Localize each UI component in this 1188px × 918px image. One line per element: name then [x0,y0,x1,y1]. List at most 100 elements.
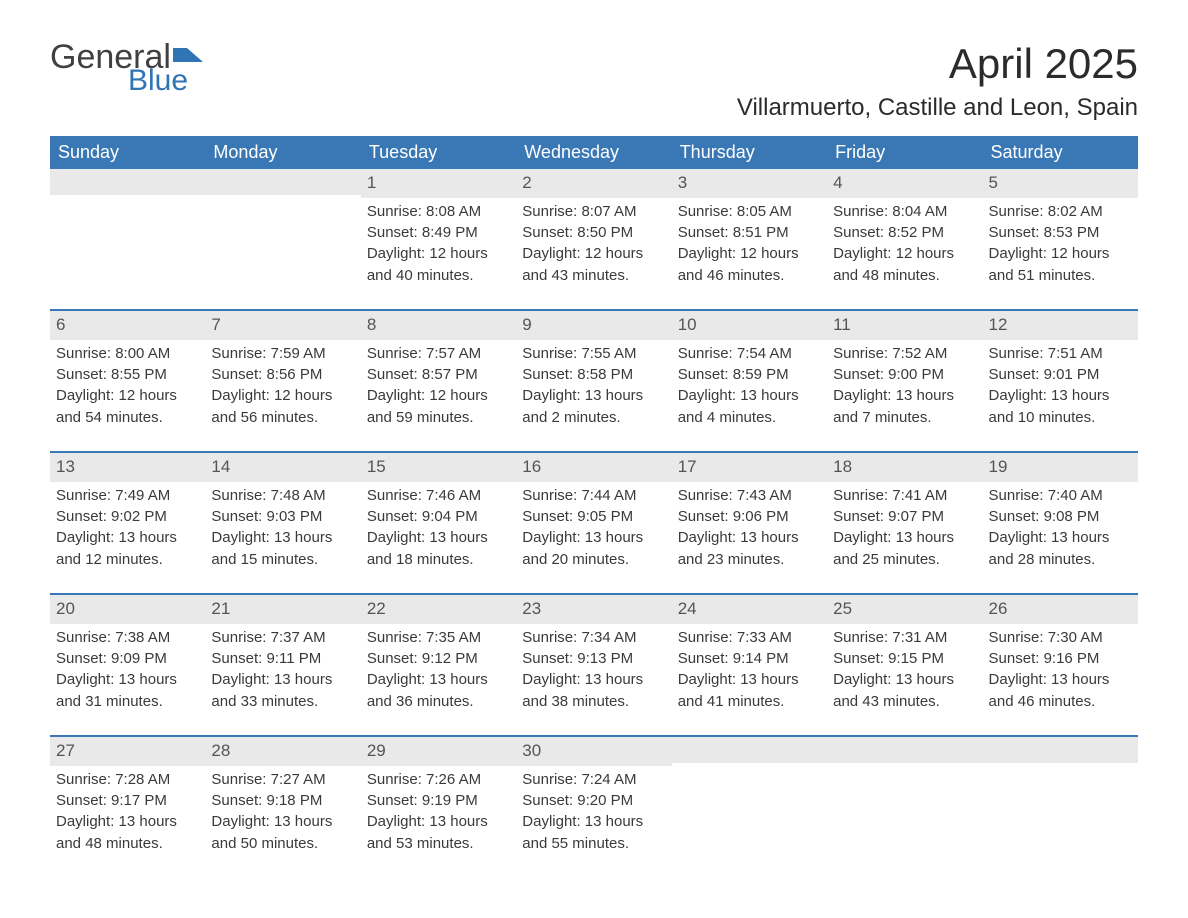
calendar-day: 30Sunrise: 7:24 AMSunset: 9:20 PMDayligh… [516,737,671,867]
day-number: 15 [361,453,516,482]
day-number [205,169,360,195]
calendar-day: 3Sunrise: 8:05 AMSunset: 8:51 PMDaylight… [672,169,827,299]
calendar-day: 25Sunrise: 7:31 AMSunset: 9:15 PMDayligh… [827,595,982,725]
daylight-text: and 31 minutes. [56,692,199,712]
daylight-text: and 18 minutes. [367,550,510,570]
day-number [827,737,982,763]
weekday-header: Friday [827,136,982,169]
calendar-day: 26Sunrise: 7:30 AMSunset: 9:16 PMDayligh… [983,595,1138,725]
daylight-text: and 46 minutes. [678,266,821,286]
day-number: 2 [516,169,671,198]
day-number: 20 [50,595,205,624]
sunrise-text: Sunrise: 7:26 AM [367,770,510,790]
sunrise-text: Sunrise: 7:54 AM [678,344,821,364]
calendar-day: 8Sunrise: 7:57 AMSunset: 8:57 PMDaylight… [361,311,516,441]
daylight-text: Daylight: 12 hours [56,386,199,406]
sunset-text: Sunset: 8:52 PM [833,223,976,243]
day-number [672,737,827,763]
daylight-text: Daylight: 13 hours [833,386,976,406]
weekday-header: Sunday [50,136,205,169]
sunset-text: Sunset: 9:14 PM [678,649,821,669]
sunrise-text: Sunrise: 8:05 AM [678,202,821,222]
sunrise-text: Sunrise: 7:41 AM [833,486,976,506]
sunrise-text: Sunrise: 7:59 AM [211,344,354,364]
daylight-text: and 4 minutes. [678,408,821,428]
daylight-text: and 55 minutes. [522,834,665,854]
day-details: Sunrise: 7:31 AMSunset: 9:15 PMDaylight:… [827,624,982,725]
day-number: 28 [205,737,360,766]
calendar-day: 15Sunrise: 7:46 AMSunset: 9:04 PMDayligh… [361,453,516,583]
sunset-text: Sunset: 9:13 PM [522,649,665,669]
logo-text-blue: Blue [128,66,203,96]
sunset-text: Sunset: 9:04 PM [367,507,510,527]
day-number: 17 [672,453,827,482]
sunrise-text: Sunrise: 7:52 AM [833,344,976,364]
sunset-text: Sunset: 8:56 PM [211,365,354,385]
sunrise-text: Sunrise: 7:43 AM [678,486,821,506]
daylight-text: and 56 minutes. [211,408,354,428]
weekday-header: Saturday [983,136,1138,169]
weekday-header: Tuesday [361,136,516,169]
daylight-text: Daylight: 13 hours [367,670,510,690]
day-number: 4 [827,169,982,198]
day-details: Sunrise: 7:44 AMSunset: 9:05 PMDaylight:… [516,482,671,583]
sunset-text: Sunset: 9:19 PM [367,791,510,811]
calendar-day: 24Sunrise: 7:33 AMSunset: 9:14 PMDayligh… [672,595,827,725]
day-number [983,737,1138,763]
sunrise-text: Sunrise: 7:27 AM [211,770,354,790]
sunrise-text: Sunrise: 7:48 AM [211,486,354,506]
calendar-day: 1Sunrise: 8:08 AMSunset: 8:49 PMDaylight… [361,169,516,299]
sunset-text: Sunset: 8:50 PM [522,223,665,243]
calendar-day: 16Sunrise: 7:44 AMSunset: 9:05 PMDayligh… [516,453,671,583]
daylight-text: Daylight: 12 hours [211,386,354,406]
calendar-day: 4Sunrise: 8:04 AMSunset: 8:52 PMDaylight… [827,169,982,299]
day-number: 1 [361,169,516,198]
day-details: Sunrise: 7:59 AMSunset: 8:56 PMDaylight:… [205,340,360,441]
day-details: Sunrise: 7:24 AMSunset: 9:20 PMDaylight:… [516,766,671,867]
daylight-text: Daylight: 13 hours [211,528,354,548]
daylight-text: and 38 minutes. [522,692,665,712]
daylight-text: and 46 minutes. [989,692,1132,712]
calendar-day: 13Sunrise: 7:49 AMSunset: 9:02 PMDayligh… [50,453,205,583]
day-number: 8 [361,311,516,340]
sunset-text: Sunset: 8:55 PM [56,365,199,385]
calendar-week: 27Sunrise: 7:28 AMSunset: 9:17 PMDayligh… [50,735,1138,867]
sunrise-text: Sunrise: 7:28 AM [56,770,199,790]
day-details: Sunrise: 7:34 AMSunset: 9:13 PMDaylight:… [516,624,671,725]
day-number: 3 [672,169,827,198]
calendar-day [827,737,982,867]
daylight-text: and 59 minutes. [367,408,510,428]
calendar-week: 1Sunrise: 8:08 AMSunset: 8:49 PMDaylight… [50,169,1138,299]
daylight-text: Daylight: 13 hours [833,528,976,548]
daylight-text: Daylight: 12 hours [678,244,821,264]
sunset-text: Sunset: 9:02 PM [56,507,199,527]
sunset-text: Sunset: 8:57 PM [367,365,510,385]
daylight-text: Daylight: 13 hours [56,812,199,832]
sunrise-text: Sunrise: 8:04 AM [833,202,976,222]
calendar-day: 2Sunrise: 8:07 AMSunset: 8:50 PMDaylight… [516,169,671,299]
day-details: Sunrise: 7:51 AMSunset: 9:01 PMDaylight:… [983,340,1138,441]
calendar-day: 7Sunrise: 7:59 AMSunset: 8:56 PMDaylight… [205,311,360,441]
calendar-day [983,737,1138,867]
logo: General Blue [50,40,203,96]
day-details: Sunrise: 8:00 AMSunset: 8:55 PMDaylight:… [50,340,205,441]
day-details: Sunrise: 7:55 AMSunset: 8:58 PMDaylight:… [516,340,671,441]
daylight-text: Daylight: 12 hours [522,244,665,264]
day-details: Sunrise: 7:33 AMSunset: 9:14 PMDaylight:… [672,624,827,725]
day-details: Sunrise: 7:27 AMSunset: 9:18 PMDaylight:… [205,766,360,867]
weekday-header: Wednesday [516,136,671,169]
daylight-text: Daylight: 13 hours [522,670,665,690]
calendar-day: 19Sunrise: 7:40 AMSunset: 9:08 PMDayligh… [983,453,1138,583]
day-details: Sunrise: 8:08 AMSunset: 8:49 PMDaylight:… [361,198,516,299]
day-details: Sunrise: 8:04 AMSunset: 8:52 PMDaylight:… [827,198,982,299]
calendar-day: 5Sunrise: 8:02 AMSunset: 8:53 PMDaylight… [983,169,1138,299]
calendar-day: 21Sunrise: 7:37 AMSunset: 9:11 PMDayligh… [205,595,360,725]
calendar-day: 11Sunrise: 7:52 AMSunset: 9:00 PMDayligh… [827,311,982,441]
day-details: Sunrise: 7:41 AMSunset: 9:07 PMDaylight:… [827,482,982,583]
page-subtitle: Villarmuerto, Castille and Leon, Spain [737,94,1138,122]
daylight-text: Daylight: 13 hours [522,812,665,832]
day-details: Sunrise: 7:46 AMSunset: 9:04 PMDaylight:… [361,482,516,583]
weekday-header-row: SundayMondayTuesdayWednesdayThursdayFrid… [50,136,1138,169]
daylight-text: and 23 minutes. [678,550,821,570]
daylight-text: and 36 minutes. [367,692,510,712]
